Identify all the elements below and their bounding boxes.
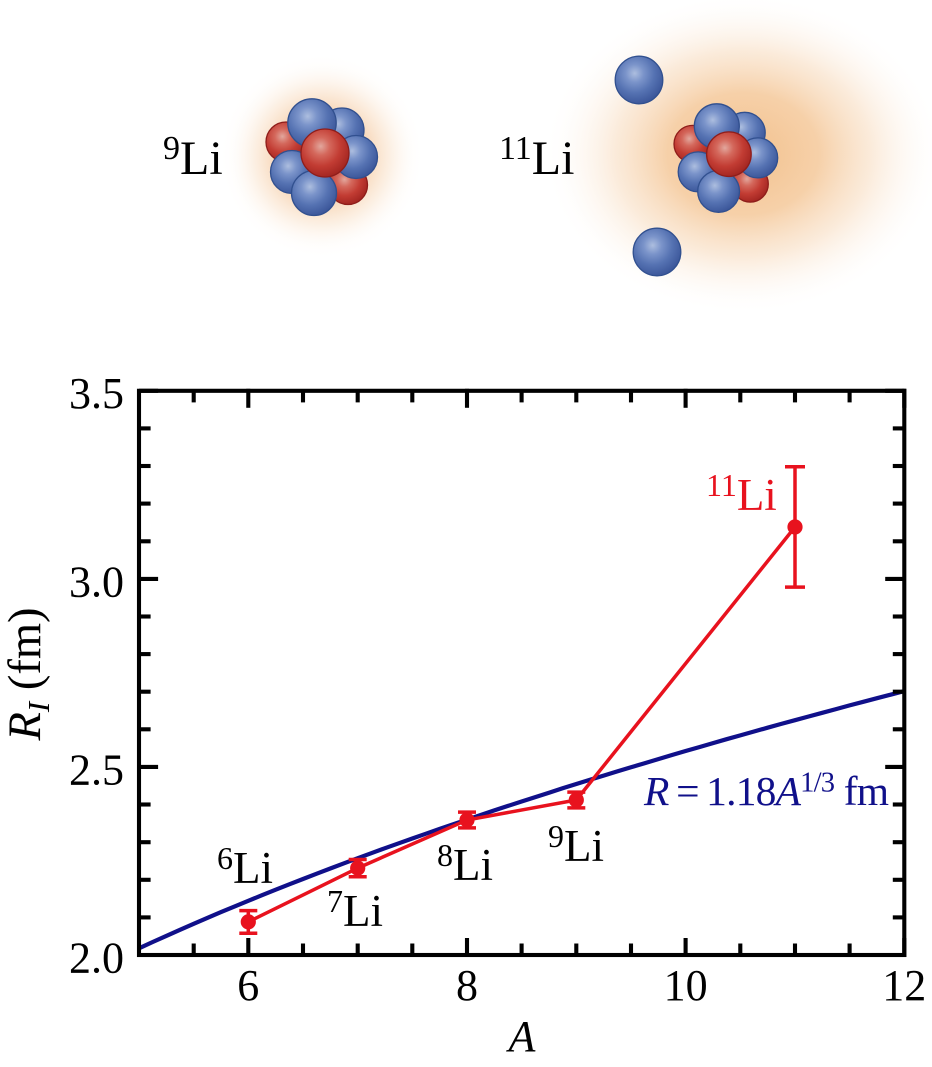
svg-text:12: 12	[882, 961, 926, 1010]
svg-text:8Li: 8Li	[437, 837, 493, 890]
svg-text:9Li: 9Li	[163, 130, 223, 185]
svg-text:A: A	[506, 1012, 537, 1061]
svg-text:3.5: 3.5	[69, 369, 124, 418]
svg-text:9Li: 9Li	[548, 818, 604, 871]
svg-text:10: 10	[664, 961, 708, 1010]
svg-text:6Li: 6Li	[217, 840, 273, 893]
svg-text:RI (fm): RI (fm)	[0, 608, 56, 742]
svg-text:11Li: 11Li	[499, 130, 574, 185]
svg-text:8: 8	[456, 961, 478, 1010]
svg-text:11Li: 11Li	[706, 467, 777, 520]
svg-text:R = 1.18A1/3 fm: R = 1.18A1/3 fm	[643, 768, 889, 815]
svg-text:7Li: 7Li	[327, 883, 383, 936]
svg-text:6: 6	[237, 961, 259, 1010]
svg-text:2.5: 2.5	[69, 745, 124, 794]
svg-text:2.0: 2.0	[69, 933, 124, 982]
svg-text:3.0: 3.0	[69, 557, 124, 606]
